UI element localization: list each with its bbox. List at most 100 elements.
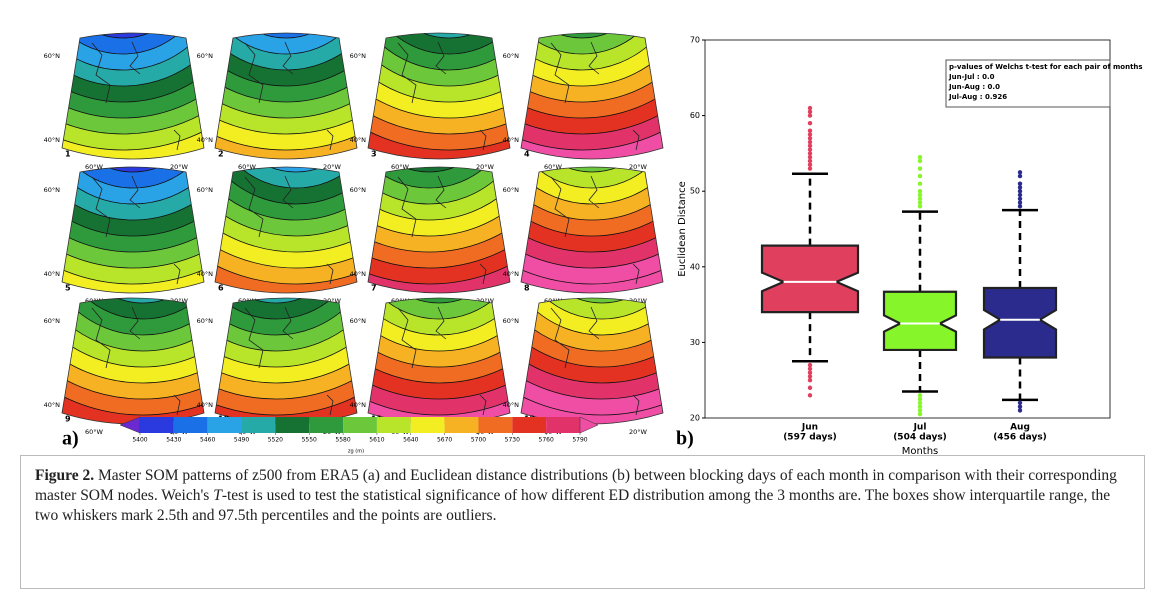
- map-number: 2: [218, 150, 224, 159]
- colorbar-tick-label: 5580: [335, 437, 350, 444]
- outlier: [1017, 170, 1023, 175]
- x-tick-label: Jul: [913, 423, 927, 433]
- colorbar-tick-label: 5700: [471, 437, 486, 444]
- colorbar-band: [207, 417, 242, 433]
- outlier: [807, 378, 813, 383]
- colorbar-band: [241, 417, 276, 433]
- outlier: [917, 396, 923, 402]
- lat-label: 40°N: [503, 136, 520, 144]
- lon-label: 20°W: [629, 163, 648, 171]
- lon-label: 20°W: [629, 297, 648, 305]
- map-frame: [520, 166, 664, 294]
- lat-label: 40°N: [197, 136, 214, 144]
- lat-label: 60°N: [503, 317, 520, 325]
- outlier: [807, 166, 813, 171]
- lon-label: 60°W: [544, 163, 563, 171]
- annotation-text: Jun-Aug : 0.0: [948, 83, 1000, 91]
- lat-label: 40°N: [44, 136, 61, 144]
- map-frame: [520, 32, 664, 160]
- map-frame: [61, 32, 205, 160]
- lat-label: 60°N: [350, 186, 367, 194]
- lon-label: 60°W: [85, 428, 104, 436]
- y-tick-label: 40: [690, 262, 700, 271]
- lat-label: 60°N: [44, 186, 61, 194]
- colorbar-band: [275, 417, 310, 433]
- colorbar-tick-label: 5730: [505, 437, 520, 444]
- lat-label: 40°N: [197, 270, 214, 278]
- colorbar-band: [173, 417, 208, 433]
- outlier: [807, 362, 813, 368]
- lat-label: 60°N: [503, 186, 520, 194]
- outlier: [917, 412, 923, 417]
- lon-label: 20°W: [476, 163, 495, 171]
- outlier: [807, 374, 813, 379]
- colorbar-tick-label: 5520: [268, 437, 283, 444]
- colorbar-tick-label: 5490: [234, 437, 249, 444]
- outlier: [917, 173, 923, 179]
- x-tick-label: (597 days): [783, 433, 837, 443]
- map-frame: [367, 32, 511, 160]
- lon-label: 20°W: [323, 297, 342, 305]
- annotation-box: [945, 59, 1111, 108]
- outlier: [917, 192, 923, 198]
- box: [882, 290, 958, 352]
- colorbar-band: [512, 417, 547, 433]
- colorbar-tick-label: 5640: [403, 437, 418, 444]
- x-axis-label: Months: [902, 446, 939, 455]
- outlier: [917, 204, 923, 209]
- outlier: [807, 393, 813, 398]
- colorbar-tick-label: 5670: [437, 437, 452, 444]
- outlier: [1017, 408, 1023, 413]
- lat-label: 40°N: [197, 401, 214, 409]
- colorbar-label: zg (m): [348, 449, 364, 455]
- lon-label: 20°W: [323, 163, 342, 171]
- panel-label: b): [676, 428, 694, 450]
- caption-text: Master SOM patterns of z500 from ERA5 (a…: [35, 467, 1117, 504]
- outlier: [807, 132, 813, 137]
- outlier: [1017, 189, 1023, 194]
- lon-label: 60°W: [391, 163, 410, 171]
- outlier: [917, 404, 923, 409]
- x-tick-label: Aug: [1010, 423, 1030, 433]
- outlier: [917, 166, 923, 171]
- outlier: [807, 147, 813, 152]
- outlier: [807, 151, 813, 156]
- map-frame: [61, 297, 205, 425]
- colorbar-band: [376, 417, 411, 433]
- caption-label: Figure 2.: [35, 467, 95, 484]
- lat-label: 60°N: [350, 52, 367, 60]
- colorbar-band: [343, 417, 377, 433]
- map-frame: [61, 166, 205, 294]
- outlier: [1017, 196, 1023, 201]
- outlier: [1017, 204, 1023, 209]
- outlier: [807, 113, 813, 118]
- y-tick-label: 30: [690, 338, 700, 347]
- lat-label: 60°N: [350, 317, 367, 325]
- lat-label: 60°N: [197, 52, 214, 60]
- outlier: [807, 139, 813, 145]
- lon-label: 20°W: [629, 428, 648, 436]
- lon-label: 20°W: [170, 297, 189, 305]
- outlier: [917, 200, 923, 205]
- annotation-text: Jul-Aug : 0.926: [948, 93, 1007, 101]
- colorbar-band: [444, 417, 479, 433]
- outlier: [1017, 181, 1023, 186]
- lat-label: 40°N: [350, 270, 367, 278]
- annotation-text: Jun-Jul : 0.0: [948, 73, 995, 81]
- outlier: [807, 370, 813, 375]
- caption-italic: T: [213, 487, 222, 504]
- outlier: [807, 105, 813, 111]
- outlier: [807, 109, 813, 115]
- colorbar-band: [546, 417, 580, 433]
- lat-label: 40°N: [44, 270, 61, 278]
- map-frame: [214, 32, 358, 160]
- outlier: [917, 393, 923, 398]
- y-tick-label: 60: [690, 111, 700, 120]
- colorbar-band: [410, 417, 445, 433]
- lat-label: 60°N: [44, 52, 61, 60]
- map-number: 5: [65, 284, 71, 293]
- map-number: 4: [524, 150, 530, 159]
- colorbar-tick-label: 5610: [369, 437, 384, 444]
- lat-label: 60°N: [197, 317, 214, 325]
- panel-label: a): [62, 428, 79, 450]
